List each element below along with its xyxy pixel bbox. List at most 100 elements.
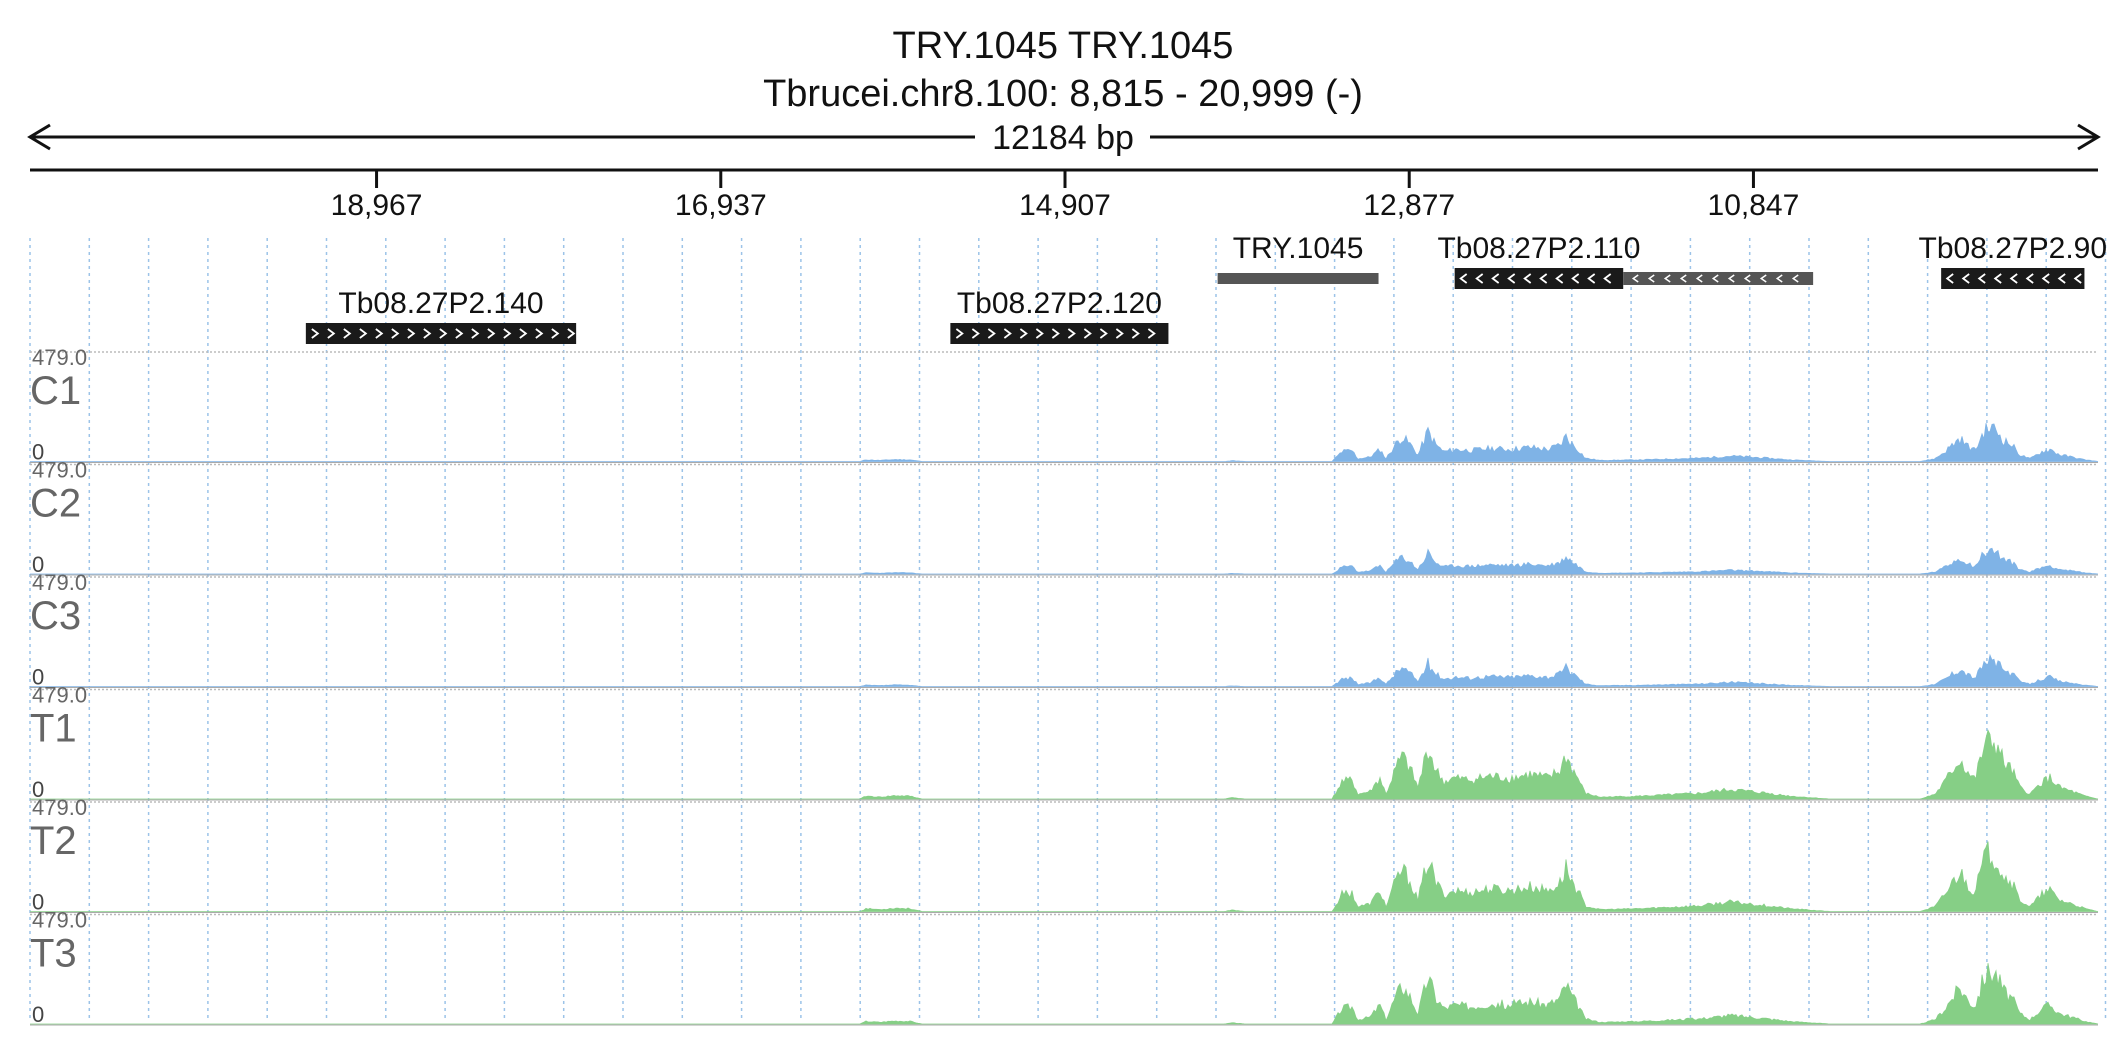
arrow-left-icon — [27, 123, 51, 151]
strand-arrow-icon — [1743, 274, 1751, 283]
grid-lines — [29, 238, 2107, 1020]
coverage-area — [30, 547, 2099, 575]
strand-arrow-icon — [1131, 328, 1140, 339]
gene-feature[interactable]: Tb08.27P2.110 — [1437, 232, 1814, 289]
gene-label: Tb08.27P2.90 — [1919, 232, 2107, 265]
ruler-tick-label: 10,847 — [1708, 189, 1800, 222]
coverage-track: 479.0C1 0 — [30, 345, 2099, 465]
strand-arrow-icon — [1775, 274, 1783, 283]
ruler-ticks: 18,967 16,937 14,907 12,877 10,847 — [331, 170, 1800, 222]
strand-arrow-icon — [391, 328, 400, 339]
strand-arrow-icon — [1067, 328, 1076, 339]
strand-arrow-icon — [551, 328, 560, 339]
coverage-tracks: 479.0C10479.0C20479.0C30479.0T10479.0T20… — [30, 345, 2099, 1027]
span-label: 12184 bp — [992, 119, 1134, 157]
track-max-label: 479.0 — [32, 458, 87, 483]
coverage-track: 479.0C3 0 — [30, 570, 2099, 690]
track-max-label: 479.0 — [32, 570, 87, 595]
strand-arrow-icon — [1099, 328, 1108, 339]
track-max-label: 479.0 — [32, 345, 87, 370]
strand-arrow-icon — [971, 328, 980, 339]
gene-bar[interactable] — [1217, 273, 1379, 284]
strand-arrow-icon — [311, 328, 320, 339]
gene-utr — [1623, 272, 1814, 285]
strand-arrow-icon — [1993, 273, 2002, 284]
gene-feature[interactable]: Tb08.27P2.120 — [950, 287, 1169, 344]
strand-arrow-icon — [1759, 274, 1767, 283]
strand-arrow-icon — [423, 328, 432, 339]
gene-feature[interactable]: TRY.1045 — [1217, 232, 1379, 284]
track-min-label: 0 — [32, 665, 44, 690]
strand-arrow-icon — [343, 328, 352, 339]
strand-arrow-icon — [519, 328, 528, 339]
strand-arrow-icon — [1083, 328, 1092, 339]
strand-arrow-icon — [1791, 274, 1799, 283]
strand-arrow-icon — [1507, 273, 1516, 284]
strand-arrow-icon — [1555, 273, 1564, 284]
strand-arrow-icon — [1727, 274, 1735, 283]
strand-arrow-icon — [1491, 273, 1500, 284]
gene-feature[interactable]: Tb08.27P2.90 — [1919, 232, 2107, 289]
span-arrow: 12184 bp — [27, 119, 2101, 157]
strand-arrow-icon — [1977, 273, 1986, 284]
strand-arrow-icon — [987, 328, 996, 339]
page-title: TRY.1045 TRY.1045 — [893, 25, 1234, 67]
track-name: C1 — [30, 369, 81, 413]
strand-arrow-icon — [2073, 273, 2082, 284]
strand-arrow-icon — [1663, 274, 1671, 283]
strand-arrow-icon — [1539, 273, 1548, 284]
strand-arrow-icon — [1115, 328, 1124, 339]
coverage-area — [30, 729, 2099, 800]
ruler-tick-label: 18,967 — [331, 189, 423, 222]
strand-arrow-icon — [1003, 328, 1012, 339]
strand-arrow-icon — [1459, 273, 1468, 284]
track-name: T1 — [30, 707, 77, 751]
strand-arrow-icon — [955, 328, 964, 339]
track-max-label: 479.0 — [32, 683, 87, 708]
gene-bar[interactable] — [305, 323, 577, 344]
strand-arrow-icon — [487, 328, 496, 339]
strand-arrow-icon — [455, 328, 464, 339]
coverage-area — [30, 653, 2099, 687]
strand-arrow-icon — [1711, 274, 1719, 283]
strand-arrow-icon — [503, 328, 512, 339]
track-max-label: 479.0 — [32, 795, 87, 820]
strand-arrow-icon — [2009, 273, 2018, 284]
coverage-track: 479.0T2 0 — [30, 795, 2099, 915]
gene-label: TRY.1045 — [1233, 232, 1364, 265]
strand-arrow-icon — [1523, 273, 1532, 284]
strand-arrow-icon — [439, 328, 448, 339]
track-name: C3 — [30, 594, 81, 638]
strand-arrow-icon — [1631, 274, 1639, 283]
gene-track: Tb08.27P2.140 Tb08.27P2.120 TRY.1045 Tb08.2… — [305, 232, 2107, 344]
track-min-label: 0 — [32, 440, 44, 465]
coverage-area — [30, 841, 2099, 912]
strand-arrow-icon — [359, 328, 368, 339]
strand-arrow-icon — [407, 328, 416, 339]
strand-arrow-icon — [1961, 273, 1970, 284]
strand-arrow-icon — [1695, 274, 1703, 283]
track-min-label: 0 — [32, 552, 44, 577]
track-min-label: 0 — [32, 777, 44, 802]
gene-label: Tb08.27P2.140 — [338, 287, 543, 320]
strand-arrow-icon — [2041, 273, 2050, 284]
strand-arrow-icon — [375, 328, 384, 339]
strand-arrow-icon — [1679, 274, 1687, 283]
strand-arrow-icon — [2057, 273, 2066, 284]
strand-arrow-icon — [1035, 328, 1044, 339]
strand-arrow-icon — [1571, 273, 1580, 284]
strand-arrow-icon — [535, 328, 544, 339]
gene-label: Tb08.27P2.120 — [957, 287, 1162, 320]
track-min-label: 0 — [32, 1002, 44, 1027]
coverage-track: 479.0T1 0 — [30, 683, 2099, 802]
gene-feature[interactable]: Tb08.27P2.140 — [305, 287, 577, 344]
ruler-tick-label: 12,877 — [1363, 189, 1455, 222]
gene-bar[interactable] — [1941, 268, 2085, 289]
strand-arrow-icon — [1475, 273, 1484, 284]
gene-bar[interactable] — [1454, 268, 1624, 289]
strand-arrow-icon — [1587, 273, 1596, 284]
strand-arrow-icon — [1051, 328, 1060, 339]
strand-arrow-icon — [2025, 273, 2034, 284]
